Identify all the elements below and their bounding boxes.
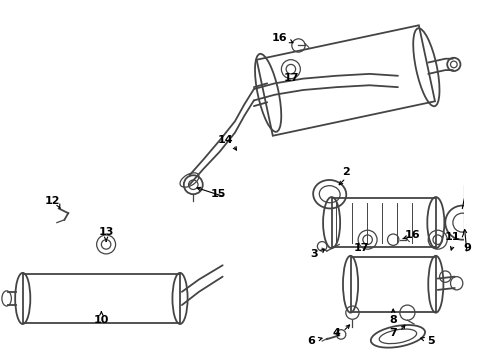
Text: 12: 12 bbox=[45, 196, 60, 206]
Text: 17: 17 bbox=[354, 243, 369, 253]
Text: 10: 10 bbox=[94, 315, 109, 325]
Text: 9: 9 bbox=[463, 243, 471, 253]
Text: 5: 5 bbox=[427, 336, 435, 346]
Bar bbox=[350, 257, 436, 312]
Text: 11: 11 bbox=[445, 232, 461, 242]
Text: 15: 15 bbox=[210, 189, 225, 199]
Text: 16: 16 bbox=[271, 33, 287, 43]
Text: 1: 1 bbox=[489, 173, 490, 183]
Text: 8: 8 bbox=[390, 315, 397, 325]
Text: 3: 3 bbox=[311, 249, 319, 259]
Bar bbox=[23, 274, 179, 323]
Text: 2: 2 bbox=[342, 167, 350, 177]
Text: 17: 17 bbox=[284, 73, 299, 83]
Bar bbox=[464, 185, 490, 232]
Text: 14: 14 bbox=[218, 135, 233, 145]
Bar bbox=[257, 25, 435, 136]
Text: 7: 7 bbox=[390, 328, 397, 338]
Text: 13: 13 bbox=[98, 227, 114, 237]
Text: 16: 16 bbox=[404, 230, 420, 240]
Text: 4: 4 bbox=[332, 328, 340, 338]
Text: 6: 6 bbox=[307, 336, 315, 346]
Bar bbox=[332, 198, 436, 247]
